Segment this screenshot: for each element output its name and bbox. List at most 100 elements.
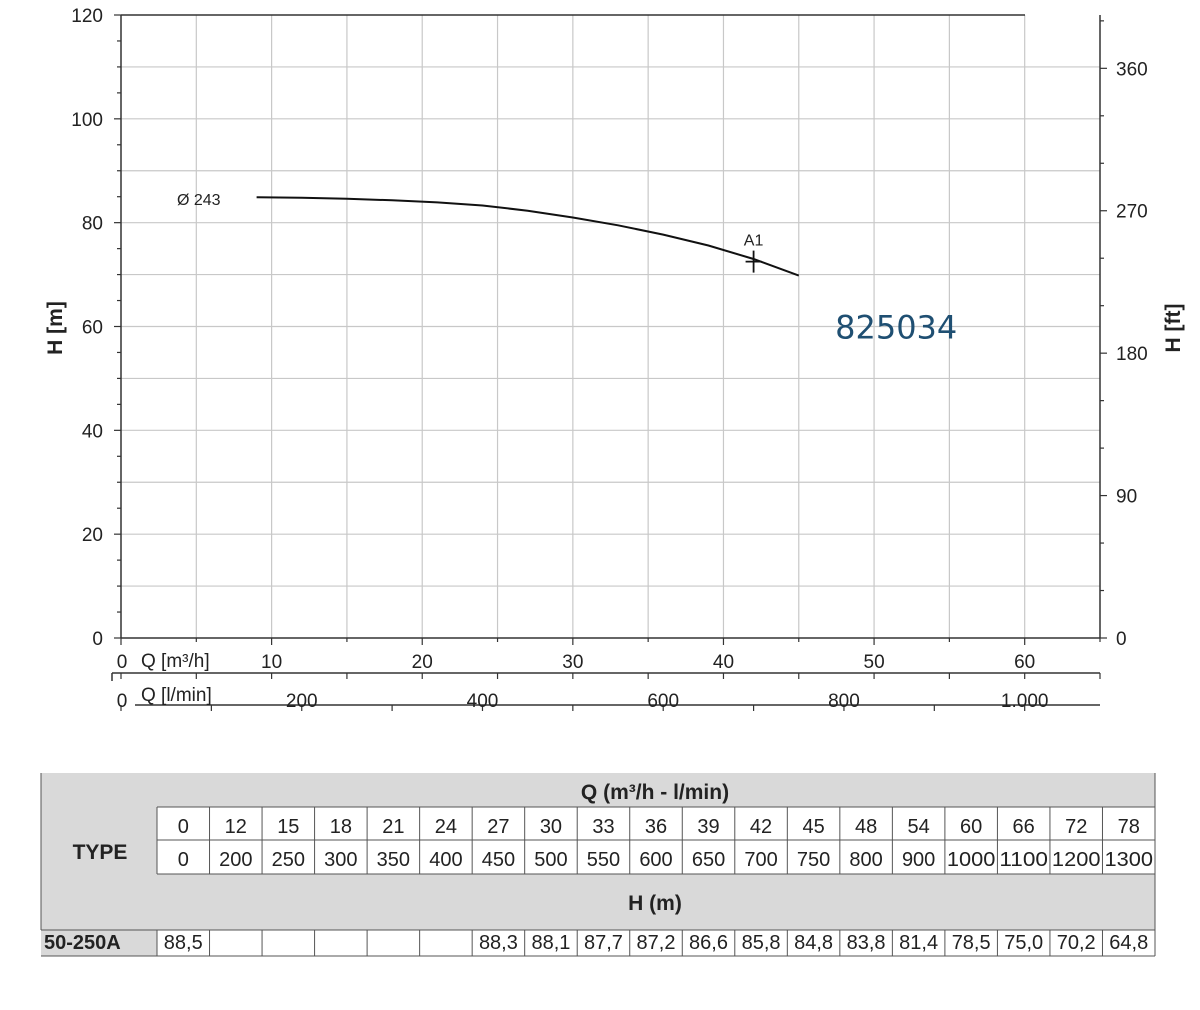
table-h-cell: 86,6 (689, 932, 728, 954)
x-m3h-tick-label: 20 (412, 652, 433, 673)
y-left-tick-label: 0 (92, 629, 103, 650)
table-h-cell: 88,5 (164, 932, 203, 954)
table-q-lmin-cell: 1300 (1104, 849, 1153, 871)
table-q-lmin-cell: 650 (692, 849, 725, 871)
chart-annotations: A1 825034 (744, 233, 957, 347)
y-axis-left-ticks: 0 20 40 60 80 100 120 (71, 6, 103, 650)
table-q-lmin-cell: 800 (849, 849, 882, 871)
x-axis-lmin-ticks: 0 200 400 600 800 1.000 (117, 691, 1049, 712)
x-lmin-tick-label: 0 (117, 691, 128, 712)
y-right-tick-label: 90 (1116, 487, 1137, 508)
table-q-lmin-cell: 450 (482, 849, 515, 871)
y-axis-left-label: H [m] (44, 301, 67, 355)
table-q-lmin-cell: 750 (797, 849, 830, 871)
table-q-m3h-cell: 54 (908, 816, 930, 838)
table-h-cell: 87,7 (584, 932, 623, 954)
table-q-lmin-cell: 400 (429, 849, 462, 871)
table-h-cell: 88,3 (479, 932, 518, 954)
table-q-lmin-cell: 900 (902, 849, 935, 871)
table-q-m3h-row: 0 12 15 18 21 24 27 30 33 36 39 42 45 48 54 60 66 72 78 (178, 816, 1140, 838)
table-q-m3h-cell: 78 (1118, 816, 1140, 838)
table-q-lmin-cell: 1200 (1052, 849, 1101, 871)
table-h-title: H (m) (628, 892, 682, 915)
table-h-cell: 85,8 (742, 932, 781, 954)
table-q-m3h-cell: 0 (178, 816, 189, 838)
product-code-label: 825034 (835, 309, 957, 347)
table-q-lmin-cell: 600 (639, 849, 672, 871)
x-m3h-tick-label: 0 (117, 652, 128, 673)
chart-frame (111, 14, 1107, 711)
x-lmin-tick-label: 800 (828, 691, 860, 712)
table-q-title: Q (m³/h - l/min) (581, 781, 729, 804)
table-q-m3h-cell: 21 (382, 816, 404, 838)
table-h-cell: 83,8 (847, 932, 886, 954)
y-left-tick-label: 100 (71, 110, 103, 131)
table-q-lmin-cell: 500 (534, 849, 567, 871)
y-right-tick-label: 360 (1116, 59, 1148, 80)
table-q-m3h-cell: 15 (277, 816, 299, 838)
table-q-m3h-cell: 48 (855, 816, 877, 838)
y-left-tick-label: 60 (82, 318, 103, 339)
table-q-lmin-cell: 300 (324, 849, 357, 871)
y-left-tick-label: 40 (82, 421, 103, 442)
table-grid-lines (40, 773, 1156, 957)
table-h-cell: 87,2 (637, 932, 676, 954)
y-right-tick-label: 180 (1116, 344, 1148, 365)
table-h-cell: 88,1 (531, 932, 570, 954)
x-m3h-tick-label: 10 (261, 652, 282, 673)
y-left-tick-label: 20 (82, 525, 103, 546)
y-right-tick-label: 0 (1116, 629, 1127, 650)
table-q-lmin-cell: 1100 (999, 849, 1048, 871)
table-q-m3h-cell: 66 (1013, 816, 1035, 838)
table-q-m3h-cell: 72 (1065, 816, 1087, 838)
table-q-lmin-cell: 0 (178, 849, 189, 871)
table-q-m3h-cell: 60 (960, 816, 982, 838)
x-m3h-tick-label: 40 (713, 652, 734, 673)
chart-series: Ø 243 (177, 192, 800, 277)
table-q-m3h-cell: 45 (802, 816, 824, 838)
table-h-cell: 81,4 (899, 932, 938, 954)
x-axis-lmin-label: Q [l/min] (141, 685, 212, 706)
table-q-m3h-cell: 18 (330, 816, 352, 838)
y-axis-right-ticks: 0 90 180 270 360 (1116, 59, 1148, 650)
table-type-cell-bg (41, 930, 157, 956)
table-q-m3h-cell: 30 (540, 816, 562, 838)
table-q-lmin-cell: 200 (219, 849, 252, 871)
table-q-m3h-cell: 12 (225, 816, 247, 838)
chart-grid (121, 15, 1100, 638)
y-axis-right-label: H [ft] (1162, 304, 1185, 353)
table-row-type: 50-250A (44, 932, 121, 954)
table-q-m3h-cell: 24 (435, 816, 457, 838)
table-q-lmin-cell: 1000 (947, 849, 996, 871)
table-q-lmin-cell: 250 (272, 849, 305, 871)
x-axis-m3h-ticks: 0 10 20 30 40 50 60 (117, 652, 1036, 673)
pump-curve-chart: 0 20 40 60 80 100 120 0 90 180 270 360 0 10 20 30 40 50… (44, 6, 1185, 712)
table-q-m3h-cell: 27 (487, 816, 509, 838)
table-q-lmin-cell: 700 (744, 849, 777, 871)
table-h-cell: 75,0 (1004, 932, 1043, 954)
x-m3h-tick-label: 60 (1014, 652, 1035, 673)
pump-curve-line (256, 196, 800, 277)
y-left-tick-label: 80 (82, 214, 103, 235)
curve-diameter-label: Ø 243 (177, 192, 221, 209)
x-axis-m3h-label: Q [m³/h] (141, 651, 210, 672)
y-left-tick-label: 120 (71, 6, 103, 27)
x-m3h-tick-label: 50 (864, 652, 885, 673)
table-q-lmin-cell: 350 (377, 849, 410, 871)
table-q-lmin-cell: 550 (587, 849, 620, 871)
x-lmin-tick-label: 200 (286, 691, 318, 712)
x-lmin-tick-label: 600 (647, 691, 679, 712)
x-lmin-tick-label: 400 (467, 691, 499, 712)
table-background (41, 773, 1155, 956)
table-h-cell: 78,5 (952, 932, 991, 954)
y-right-tick-label: 270 (1116, 202, 1148, 223)
table-q-m3h-cell: 39 (697, 816, 719, 838)
duty-point-label: A1 (744, 233, 764, 250)
table-h-cell: 70,2 (1057, 932, 1096, 954)
table-h-cell: 84,8 (794, 932, 833, 954)
table-type-header: TYPE (73, 841, 128, 864)
table-data-rows: 50-250A 88,5 88,3 88,1 87,7 87,2 86,6 85,8 84,8 8… (44, 932, 1148, 954)
x-lmin-tick-label: 1.000 (1001, 691, 1049, 712)
x-m3h-tick-label: 30 (562, 652, 583, 673)
